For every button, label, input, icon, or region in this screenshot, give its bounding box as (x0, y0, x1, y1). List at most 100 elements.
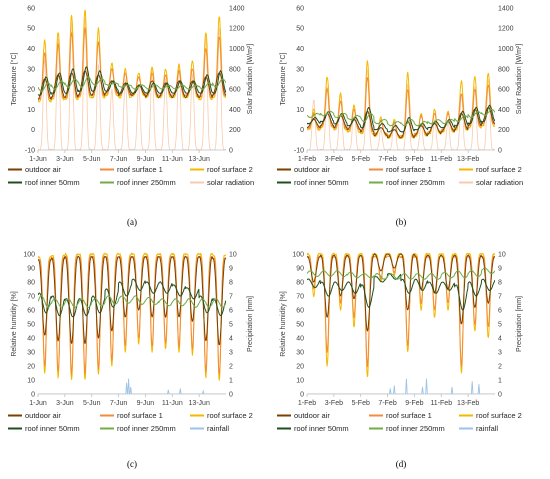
y-tick-label: 100 (292, 251, 304, 258)
y-tick-label: -10 (25, 147, 35, 154)
y2-tick-label: 7 (229, 293, 233, 300)
x-tick-label: 5-Jun (83, 156, 101, 163)
series-roof-surface-2 (38, 9, 226, 103)
y-tick-label: 40 (296, 335, 304, 342)
legend-label: roof surface 1 (117, 411, 163, 420)
y-tick-label: 30 (27, 66, 35, 73)
x-tick-label: 5-Feb (352, 156, 370, 163)
y-tick-label: 50 (296, 26, 304, 33)
y-tick-label: 20 (296, 363, 304, 370)
legend-label: roof surface 2 (207, 165, 253, 174)
series-roof-inner-250mm (38, 76, 226, 92)
y2-tick-label: 7 (498, 293, 502, 300)
y-tick-label: 10 (27, 377, 35, 384)
y2-tick-label: 1400 (498, 5, 514, 12)
series-roof-surface-1 (38, 27, 226, 101)
y2-tick-label: 10 (498, 251, 506, 258)
x-tick-label: 5-Feb (352, 400, 370, 407)
y2-tick-label: 5 (498, 321, 502, 328)
series-roof-inner-50mm (307, 272, 495, 311)
x-tick-label: 3-Feb (325, 156, 343, 163)
plot-area (307, 252, 495, 394)
series-solar-radiation (307, 69, 495, 150)
legend-label: roof inner 50mm (294, 178, 349, 187)
y2-tick-label: 4 (229, 335, 233, 342)
legend-label: roof surface 1 (386, 165, 432, 174)
y2-tick-label: 9 (498, 265, 502, 272)
x-tick-label: 9-Jun (137, 400, 155, 407)
y2-tick-label: 200 (229, 127, 241, 134)
y-tick-label: 60 (296, 307, 304, 314)
y-tick-label: 90 (27, 265, 35, 272)
y2-tick-label: 9 (229, 265, 233, 272)
y2-tick-label: 0 (498, 147, 502, 154)
legend-label: roof inner 250mm (386, 178, 445, 187)
y2-tick-label: 2 (498, 363, 502, 370)
y2-axis-title: Precipitation [mm] (247, 296, 254, 352)
y2-tick-label: 400 (498, 107, 510, 114)
y-tick-label: 60 (296, 5, 304, 12)
x-tick-label: 5-Jun (83, 400, 101, 407)
legend-label: roof surface 1 (386, 411, 432, 420)
series-group (307, 60, 495, 150)
y-tick-label: -10 (294, 147, 304, 154)
legend: outdoor air roof surface 1 roof surface 2 r… (8, 411, 253, 433)
x-tick-label: 7-Feb (378, 156, 396, 163)
y2-tick-label: 6 (229, 307, 233, 314)
y-tick-label: 90 (296, 265, 304, 272)
y2-tick-label: 3 (498, 349, 502, 356)
legend-label: roof surface 2 (476, 411, 522, 420)
panel-caption: (c) (127, 459, 137, 469)
x-tick-label: 7-Jun (110, 400, 128, 407)
series-rainfall (38, 378, 226, 394)
y2-tick-label: 400 (229, 107, 241, 114)
series-group (307, 252, 495, 394)
y-tick-label: 30 (27, 349, 35, 356)
x-tick-label: 11-Jun (162, 400, 183, 407)
plot-area (307, 60, 495, 150)
y2-tick-label: 2 (229, 363, 233, 370)
series-roof-inner-250mm (38, 295, 226, 308)
y-tick-label: 50 (27, 321, 35, 328)
y2-tick-label: 0 (229, 391, 233, 398)
y-tick-label: 0 (300, 127, 304, 134)
series-rainfall (307, 378, 495, 394)
y2-tick-label: 200 (498, 127, 510, 134)
series-solar-radiation (38, 18, 226, 150)
y2-tick-label: 4 (498, 335, 502, 342)
legend-label: rainfall (207, 424, 229, 433)
series-roof-inner-50mm (307, 104, 495, 133)
y-tick-label: 40 (296, 46, 304, 53)
series-group (38, 9, 226, 150)
legend-label: roof inner 50mm (25, 424, 80, 433)
y-tick-label: 0 (31, 127, 35, 134)
x-tick-label: 7-Feb (378, 400, 396, 407)
x-tick-label: 1-Jun (29, 156, 47, 163)
y2-tick-label: 3 (229, 349, 233, 356)
y-axis-title: Relative humidity [%] (280, 291, 287, 356)
y2-tick-label: 10 (229, 251, 237, 258)
y2-tick-label: 600 (229, 87, 241, 94)
plot-area (38, 9, 226, 150)
y2-tick-label: 600 (498, 87, 510, 94)
series-roof-inner-250mm (307, 108, 495, 127)
x-tick-label: 9-Jun (137, 156, 155, 163)
x-tick-label: 3-Feb (325, 400, 343, 407)
y-tick-label: 0 (31, 391, 35, 398)
y-tick-label: 10 (27, 107, 35, 114)
series-roof-surface-1 (38, 255, 226, 376)
chart-panel-c: 0 10 20 30 40 50 60 70 80 90 100 0 1 2 3 4 5 6 7 8 9 10 1-Jun 3… (8, 251, 254, 469)
x-tick-label: 7-Jun (110, 156, 128, 163)
y2-tick-label: 1400 (229, 5, 245, 12)
y2-axis-title: Precipitation [mm] (516, 296, 523, 352)
y-tick-label: 70 (296, 293, 304, 300)
chart-panel-d: 0 10 20 30 40 50 60 70 80 90 100 0 1 2 3 4 5 6 7 8 9 10 1-Feb 3… (277, 251, 523, 469)
plot-area (38, 252, 226, 394)
legend-label: roof surface 2 (207, 411, 253, 420)
chart-panel-a: -100102030405060020040060080010001200140… (8, 5, 254, 227)
x-tick-label: 11-Feb (430, 400, 452, 407)
y2-tick-label: 5 (229, 321, 233, 328)
y2-tick-label: 8 (498, 279, 502, 286)
legend-label: rainfall (476, 424, 498, 433)
